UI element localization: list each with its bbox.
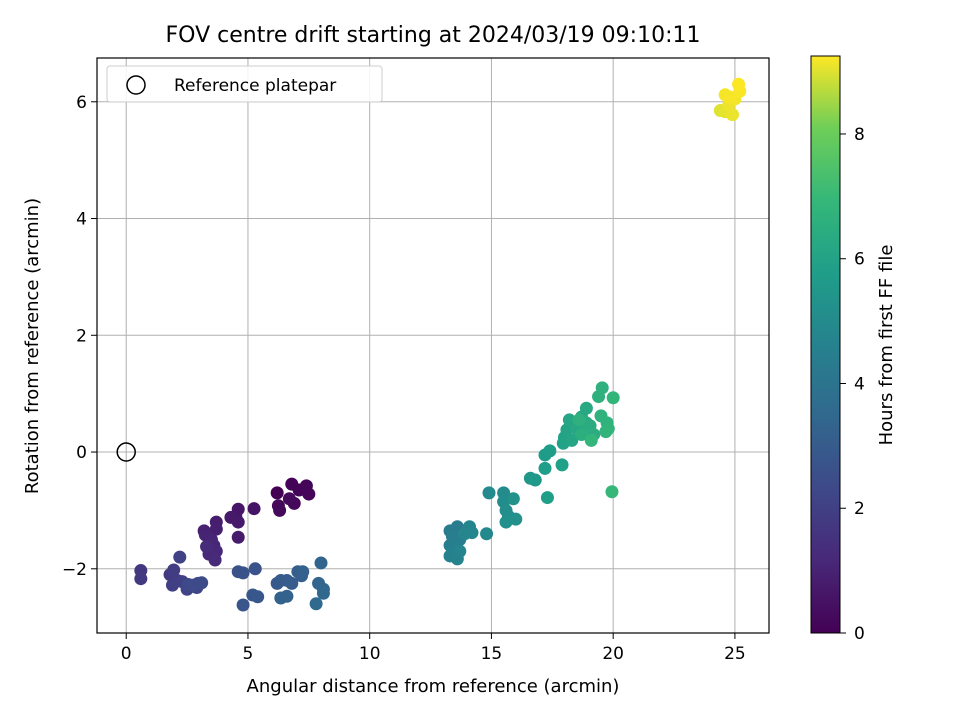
data-point xyxy=(231,515,245,529)
data-point xyxy=(555,458,569,472)
data-point xyxy=(579,401,593,415)
colorbar-tick-label: 2 xyxy=(854,499,865,519)
data-point xyxy=(195,576,209,590)
data-point xyxy=(562,413,576,427)
data-point xyxy=(575,428,589,442)
colorbar-tick-label: 6 xyxy=(854,250,865,270)
colorbar-label: Hours from first FF file xyxy=(876,245,897,446)
y-tick-label: 2 xyxy=(76,326,87,346)
data-point xyxy=(606,391,620,405)
y-tick-label: 0 xyxy=(76,443,87,463)
x-axis-label: Angular distance from reference (arcmin) xyxy=(247,676,620,697)
grid xyxy=(97,58,769,633)
legend-label: Reference platepar xyxy=(174,76,336,96)
data-point xyxy=(560,423,574,437)
x-tick-label: 20 xyxy=(602,644,624,664)
x-axis-ticks: 0 5 10 15 20 25 xyxy=(121,633,746,664)
y-tick-label: 6 xyxy=(76,93,87,113)
data-point xyxy=(540,491,554,505)
data-point xyxy=(482,486,496,500)
data-point xyxy=(251,590,265,604)
data-point xyxy=(173,550,187,564)
data-point xyxy=(309,597,323,611)
x-tick-label: 25 xyxy=(724,644,746,664)
data-point xyxy=(285,576,299,590)
data-point xyxy=(167,563,181,577)
data-point xyxy=(723,90,737,104)
data-point xyxy=(595,381,609,395)
data-point xyxy=(236,566,250,580)
y-tick-label: 4 xyxy=(76,210,87,230)
x-tick-label: 0 xyxy=(121,644,132,664)
x-tick-label: 15 xyxy=(481,644,503,664)
data-point xyxy=(316,586,330,600)
data-point xyxy=(208,553,222,567)
data-point xyxy=(296,565,310,579)
data-point xyxy=(209,522,223,536)
data-point xyxy=(538,461,552,475)
points-layer xyxy=(134,77,747,612)
colorbar-ticks: 0 2 4 6 8 xyxy=(840,125,865,644)
chart-title: FOV centre drift starting at 2024/03/19 … xyxy=(166,23,701,48)
data-point xyxy=(732,77,746,91)
data-point xyxy=(480,527,494,541)
data-point xyxy=(270,486,284,500)
data-point xyxy=(273,503,287,517)
data-point xyxy=(458,527,472,541)
data-point xyxy=(528,473,542,487)
data-point xyxy=(599,425,613,439)
data-point xyxy=(506,492,520,506)
plot-frame xyxy=(96,57,770,634)
data-point xyxy=(543,444,557,458)
data-point xyxy=(280,589,294,603)
data-point xyxy=(572,413,586,427)
data-point xyxy=(302,487,316,501)
data-point xyxy=(453,544,467,558)
data-point xyxy=(282,492,296,506)
legend-box xyxy=(106,65,383,103)
data-point xyxy=(236,598,250,612)
data-point xyxy=(200,540,214,554)
data-point xyxy=(231,530,245,544)
data-point xyxy=(499,515,513,529)
y-tick-label: −2 xyxy=(62,560,87,580)
x-tick-label: 10 xyxy=(359,644,381,664)
data-point xyxy=(605,485,619,499)
y-axis-label: Rotation from reference (arcmin) xyxy=(22,198,43,494)
colorbar xyxy=(810,55,841,634)
data-point xyxy=(134,572,148,586)
data-point xyxy=(314,556,328,570)
reference-point xyxy=(116,442,136,462)
data-point xyxy=(584,433,598,447)
data-point xyxy=(725,108,739,122)
colorbar-tick-label: 4 xyxy=(854,374,865,394)
colorbar-tick-label: 0 xyxy=(854,624,865,644)
y-axis-ticks: −2 0 2 4 6 xyxy=(62,93,97,580)
legend-marker xyxy=(126,75,146,95)
legend: Reference platepar xyxy=(106,65,383,103)
data-point xyxy=(247,502,261,516)
data-point xyxy=(565,433,579,447)
data-point xyxy=(248,562,262,576)
x-tick-label: 5 xyxy=(243,644,254,664)
colorbar-tick-label: 8 xyxy=(854,125,865,145)
